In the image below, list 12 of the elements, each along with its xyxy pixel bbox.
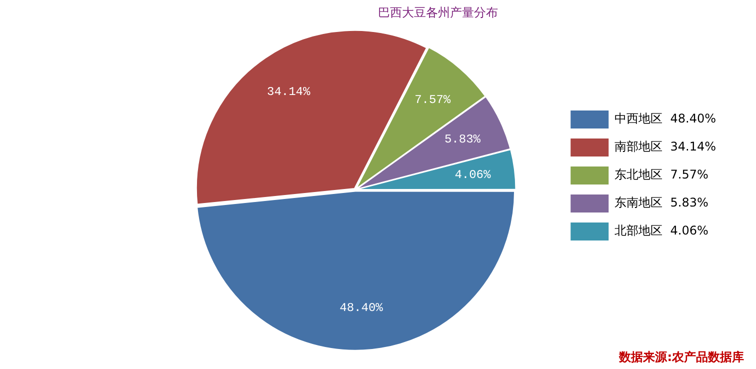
data-label: 5.83% xyxy=(444,132,482,147)
legend-label: 中西地区 48.40% xyxy=(614,112,716,126)
legend-label: 北部地区 4.06% xyxy=(614,224,708,238)
chart-title: 巴西大豆各州产量分布 xyxy=(378,5,498,20)
data-label: 4.06% xyxy=(454,168,492,182)
source-note: 数据来源:农产品数据库 xyxy=(618,350,744,364)
data-label: 48.40% xyxy=(340,301,384,316)
data-label: 7.57% xyxy=(414,93,452,108)
legend-label: 南部地区 34.14% xyxy=(614,140,716,154)
legend-label: 东南地区 5.83% xyxy=(614,196,708,210)
legend-label: 东北地区 7.57% xyxy=(614,168,708,182)
data-label: 34.14% xyxy=(266,85,311,100)
